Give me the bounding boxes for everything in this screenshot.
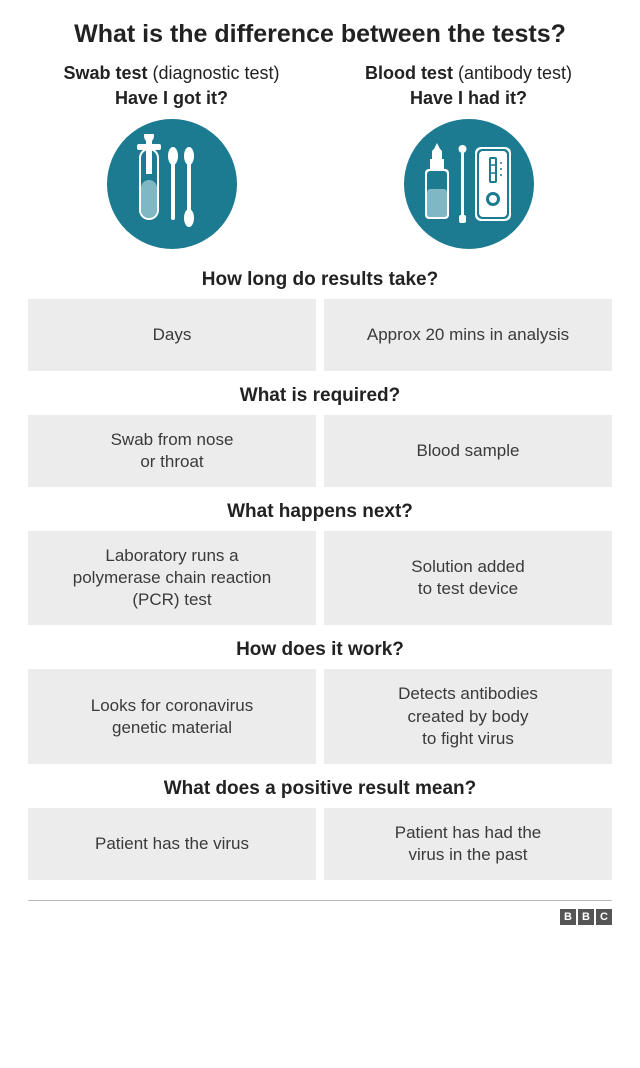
left-column-header: Swab test (diagnostic test) Have I got i… [28,63,315,255]
swab-test-name-bold: Swab test [63,63,147,83]
section-row-1: Swab from noseor throatBlood sample [28,415,612,487]
section-title-3: How does it work? [28,639,612,661]
bbc-logo-block-0: B [560,909,576,925]
section-1-left-cell: Swab from noseor throat [28,415,316,487]
footer-divider [28,900,612,901]
section-4-right-cell: Patient has had thevirus in the past [324,808,612,880]
swab-test-name-paren: (diagnostic test) [152,63,279,83]
bbc-logo: BBC [28,909,612,925]
section-row-3: Looks for coronavirusgenetic materialDet… [28,669,612,763]
right-column-header: Blood test (antibody test) Have I had it… [325,63,612,255]
swab-test-name: Swab test (diagnostic test) [28,63,315,84]
section-0-right-cell: Approx 20 mins in analysis [324,299,612,371]
section-3-right-cell: Detects antibodiescreated by bodyto figh… [324,669,612,763]
blood-test-name-bold: Blood test [365,63,453,83]
blood-test-name: Blood test (antibody test) [325,63,612,84]
section-row-0: DaysApprox 20 mins in analysis [28,299,612,371]
section-1-right-cell: Blood sample [324,415,612,487]
header-columns: Swab test (diagnostic test) Have I got i… [28,63,612,255]
blood-test-name-paren: (antibody test) [458,63,572,83]
section-3-left-cell: Looks for coronavirusgenetic material [28,669,316,763]
section-2-left-cell: Laboratory runs apolymerase chain reacti… [28,531,316,625]
main-title: What is the difference between the tests… [28,20,612,49]
blood-test-question: Have I had it? [325,88,612,109]
section-title-4: What does a positive result mean? [28,778,612,800]
section-title-1: What is required? [28,385,612,407]
section-row-2: Laboratory runs apolymerase chain reacti… [28,531,612,625]
bbc-logo-block-2: C [596,909,612,925]
blood-test-icon [404,119,534,249]
swab-test-question: Have I got it? [28,88,315,109]
section-4-left-cell: Patient has the virus [28,808,316,880]
section-0-left-cell: Days [28,299,316,371]
swab-test-icon [107,119,237,249]
section-title-0: How long do results take? [28,269,612,291]
section-title-2: What happens next? [28,501,612,523]
bbc-logo-block-1: B [578,909,594,925]
section-row-4: Patient has the virusPatient has had the… [28,808,612,880]
comparison-sections: How long do results take? DaysApprox 20 m… [28,269,612,880]
section-2-right-cell: Solution addedto test device [324,531,612,625]
